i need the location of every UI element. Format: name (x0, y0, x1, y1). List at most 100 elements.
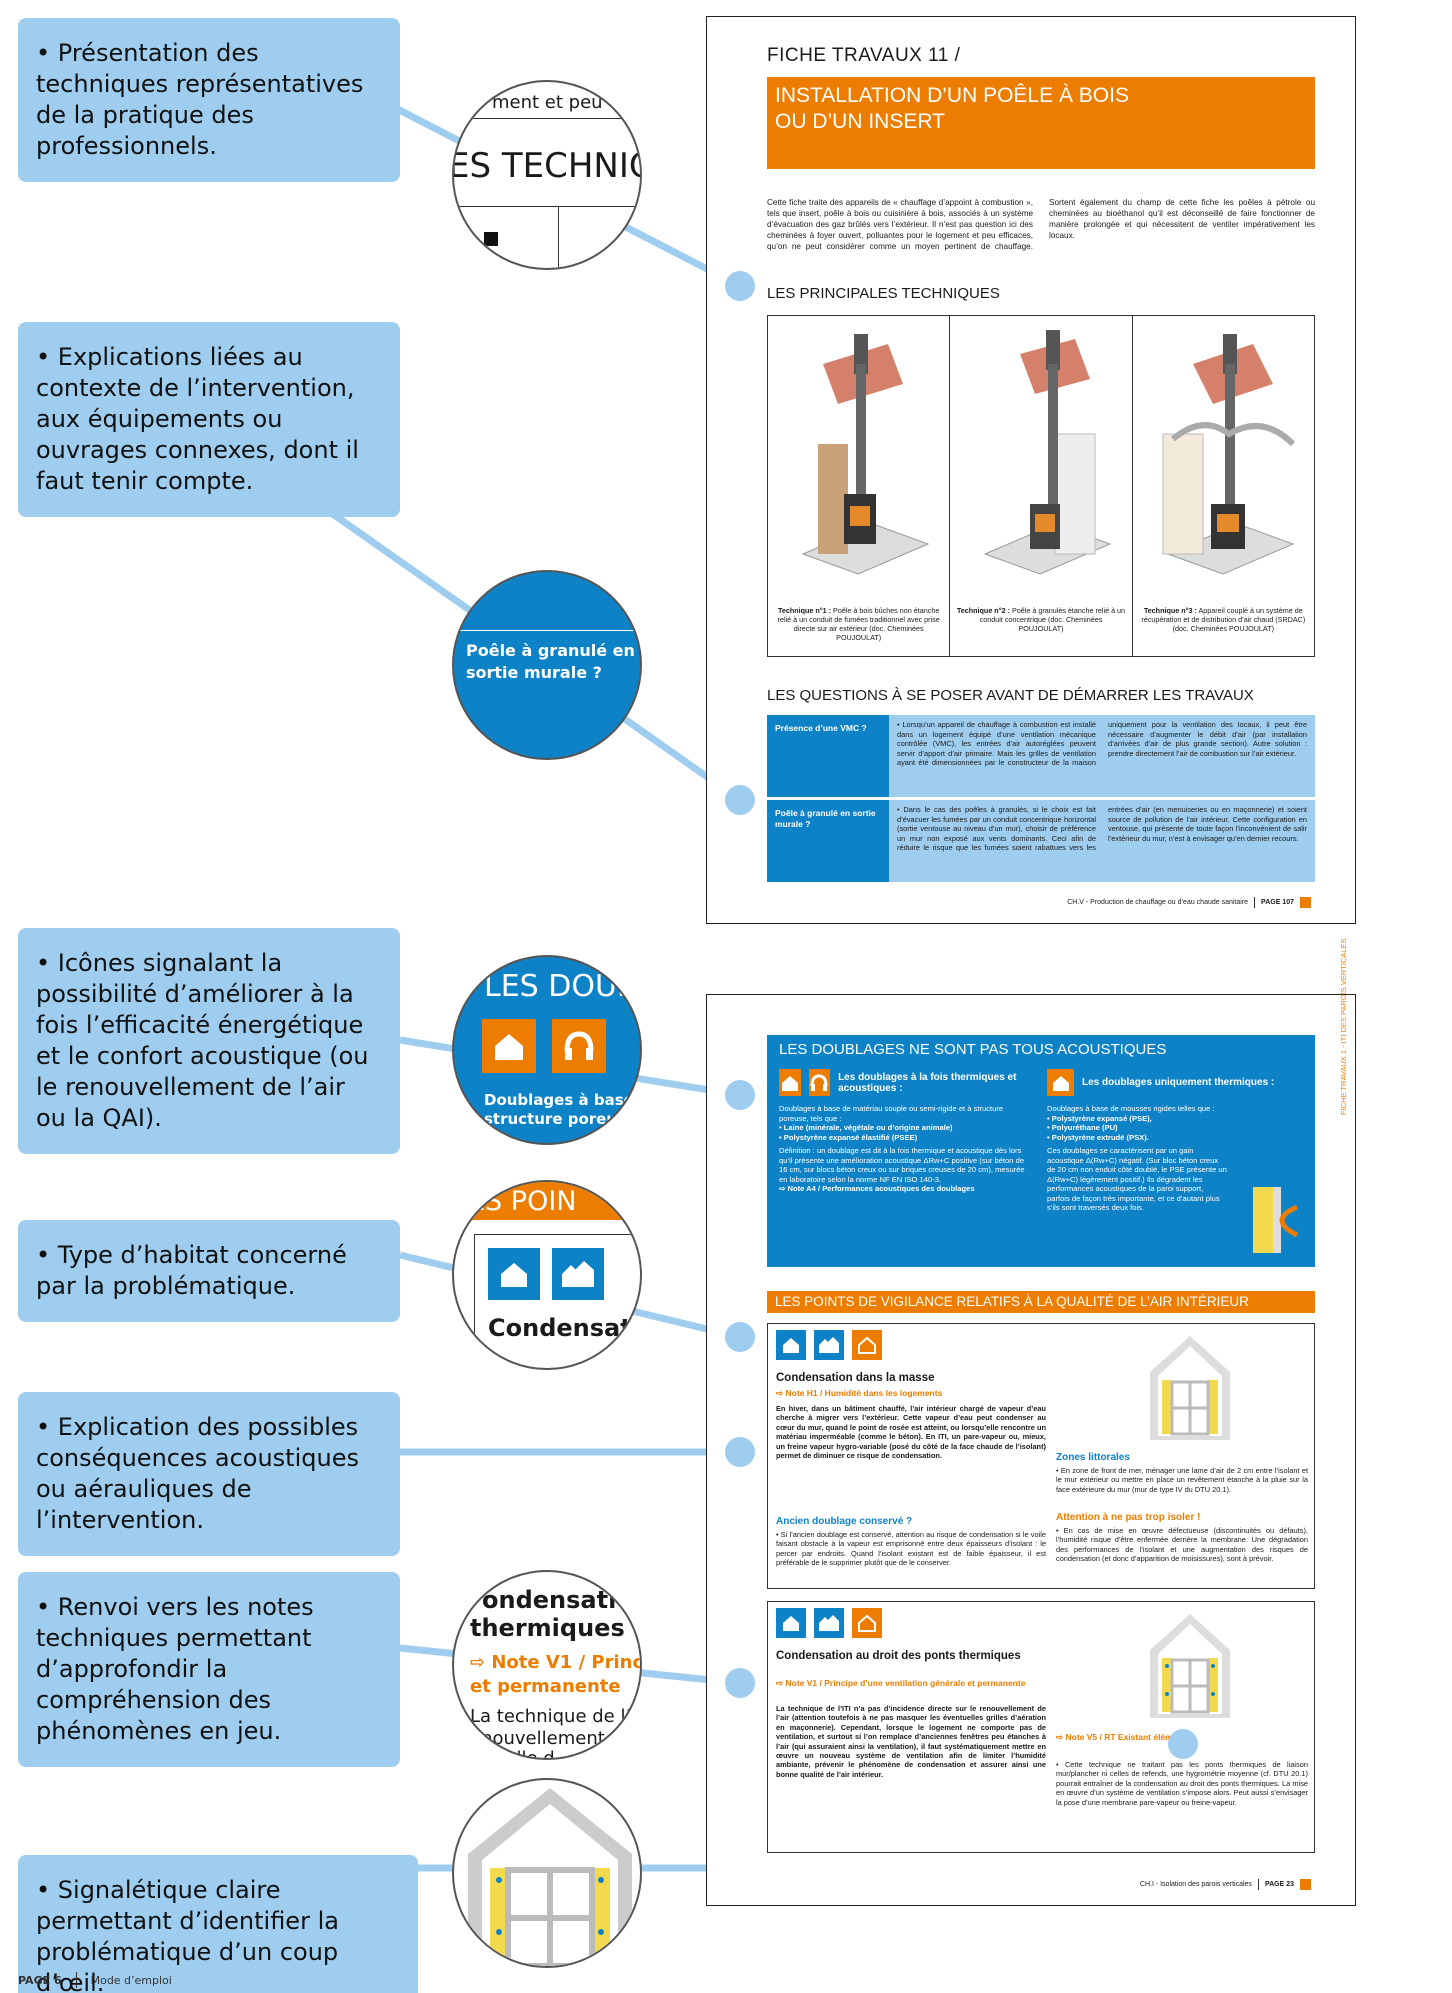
acoustic-headphones-icon (552, 1019, 606, 1073)
vigilance-band: LES POINTS DE VIGILANCE RELATIFS À LA QU… (767, 1291, 1315, 1313)
collective-housing-icon (552, 1248, 604, 1300)
box2-right-text: • Cette technique ne traitant pas les po… (1056, 1760, 1308, 1807)
technique-label-1: Technique n°1 : (777, 606, 832, 615)
callout-consequences: • Explication des possibles conséquences… (18, 1392, 400, 1556)
box2-note2[interactable]: ⇨ Note V5 / RT Existant élément (1056, 1732, 1186, 1742)
callout-techniques: • Présentation des techniques représenta… (18, 18, 400, 182)
zoom1-top-text: ment et peu e (492, 92, 620, 113)
humidity-icon (852, 1330, 882, 1360)
box-condensation-masse: Condensation dans la masse ⇨ Note H1 / H… (767, 1323, 1315, 1589)
collective-housing-icon (814, 1608, 844, 1638)
col1-definition: Définition : un doublage est dit à la fo… (779, 1146, 1025, 1184)
col1-list: • Laine (minérale, végétale ou d’origine… (779, 1123, 953, 1142)
col1-title: Les doublages à la fois thermiques et ac… (838, 1071, 1017, 1094)
zoom2-text: Poêle à granulé en sortie murale ? (466, 641, 635, 682)
zoom-note: ondensati thermiques ⇨ Note V1 / Princ e… (452, 1570, 642, 1760)
anchor-dot (725, 1437, 755, 1467)
zoom4-icons (488, 1248, 604, 1300)
anchor-dot (725, 1080, 755, 1110)
vertical-section-label: FICHE TRAVAUX 1 - ITI DES PAROIS VERTICA… (1339, 938, 1348, 1115)
box2-note-label: Note V1 / Principe d’une ventilation gén… (785, 1678, 1026, 1688)
anchor-dot (725, 1668, 755, 1698)
technique-2: Technique n°2 : Poêle à granulés étanche… (950, 316, 1133, 656)
question-row: Présence d’une VMC ? • Lorsqu’un apparei… (767, 715, 1315, 797)
individual-house-icon (776, 1608, 806, 1638)
footer-divider (75, 1972, 77, 1988)
technique-caption-1: Technique n°1 : Poêle à bois bûches non … (774, 606, 943, 642)
col2-definition: Ces doublages se caractérisent par un ga… (1047, 1146, 1227, 1212)
zoom3-title: LES DOUB (484, 969, 638, 1004)
divider (454, 206, 640, 207)
intro-text: Cette fiche traite des appareils de « ch… (767, 198, 1315, 251)
page-title-line1: INSTALLATION D’UN POÊLE À BOIS (775, 84, 1129, 107)
section-title-questions: LES QUESTIONS À SE POSER AVANT DE DÉMARR… (767, 687, 1254, 704)
zoom-techniques: ment et peu e ES TECHNIQ (452, 80, 642, 270)
technique-text-3: Appareil couplé à un système de récupéra… (1141, 606, 1306, 633)
question-head-vmc: Présence d’une VMC ? (767, 715, 889, 797)
zoom5-note: ⇨ Note V1 / Princ (470, 1652, 642, 1673)
technique-label-3: Technique n°3 : (1143, 606, 1197, 615)
title-band: INSTALLATION D’UN POÊLE À BOIS OU D’UN I… (767, 77, 1315, 169)
box2-title: Condensation au droit des ponts thermiqu… (776, 1650, 1021, 1662)
technique-1: Technique n°1 : Poêle à bois bûches non … (768, 316, 951, 656)
building-humidity-icon (1150, 1336, 1230, 1440)
zoom5-text: La technique de l’I (470, 1706, 637, 1727)
acoustic-headphones-icon (808, 1069, 831, 1096)
box2-note[interactable]: ⇨ Note V1 / Principe d’une ventilation g… (776, 1678, 1026, 1688)
doublages-band: LES DOUBLAGES NE SONT PAS TOUS ACOUSTIQU… (767, 1035, 1315, 1267)
bottom-label: Mode d’emploi (90, 1973, 172, 1987)
box1-sub3-text: • En cas de mise en œuvre défectueuse (d… (1056, 1526, 1308, 1564)
energy-house-icon (1047, 1069, 1074, 1096)
callout-context: • Explications liées au contexte de l’in… (18, 322, 400, 517)
col-header: Les doublages à la fois thermiques et ac… (779, 1069, 1034, 1096)
box2-text: La technique de l’ITI n’a pas d’incidenc… (776, 1704, 1046, 1779)
humidity-icon (852, 1608, 882, 1638)
footer-chapter: CH.I - Isolation des parois verticales (1139, 1881, 1252, 1888)
zoom4-title: ES POIN (468, 1186, 577, 1217)
page-footer: CH.V - Production de chauffage ou d’eau … (1067, 897, 1311, 908)
footer-marker (1300, 897, 1311, 908)
zoom5-line2: thermiques (470, 1614, 625, 1642)
technique-label-2: Technique n°2 : (956, 606, 1010, 615)
footer-page: PAGE 23 (1264, 1881, 1294, 1888)
table-corner (484, 232, 498, 246)
page-iti-parois: LES DOUBLAGES NE SONT PAS TOUS ACOUSTIQU… (706, 939, 1356, 1906)
zoom-habitat: ES POIN Condensati (452, 1180, 642, 1370)
col2-list: • Polystyrène expansé (PSE), • Polyuréth… (1047, 1113, 1152, 1142)
doublages-col-thermal: Les doublages uniquement thermiques : Do… (1047, 1069, 1302, 1213)
technique-text-2: Poêle à granulés étanche relié à un cond… (979, 606, 1126, 633)
question-body-granule: • Dans le cas des poêles à granulés, si … (889, 800, 1315, 882)
footer-divider (1254, 897, 1256, 908)
energy-house-icon (779, 1069, 801, 1096)
col1-note-label: Note A4 / Performances acoustiques des d… (787, 1184, 975, 1193)
zoom-signage (452, 1778, 642, 1968)
stove-illustration-1 (801, 334, 930, 575)
zoom4-text: Condensati (488, 1314, 640, 1342)
box1-sub3: Attention à ne pas trop isoler ! (1056, 1512, 1201, 1523)
zoom5-note2: et permanente (470, 1676, 621, 1697)
technique-caption-3: Technique n°3 : Appareil couplé à un sys… (1139, 606, 1308, 633)
col-header: Les doublages uniquement thermiques : (1047, 1069, 1302, 1096)
box1-sub1: Ancien doublage conservé ? (776, 1516, 913, 1527)
individual-house-icon (488, 1248, 540, 1300)
zoom5-text3: uelle d (494, 1748, 555, 1760)
techniques-table: Technique n°1 : Poêle à bois bûches non … (767, 315, 1315, 657)
col1-note[interactable]: ⇨ Note A4 / Performances acoustiques des… (779, 1184, 975, 1193)
technique-3: Technique n°3 : Appareil couplé à un sys… (1133, 316, 1314, 656)
box1-note[interactable]: ⇨ Note H1 / Humidité dans les logements (776, 1388, 943, 1398)
orange-band (454, 1182, 640, 1220)
divider (454, 630, 640, 631)
page-kicker: FICHE TRAVAUX 11 / (767, 45, 961, 66)
zoom-question-head: Poêle à granulé en sortie murale ? (452, 570, 642, 760)
callout-notes: • Renvoi vers les notes techniques perme… (18, 1572, 400, 1767)
collective-housing-icon (814, 1330, 844, 1360)
box-outline (474, 1234, 640, 1368)
divider (558, 206, 559, 268)
anchor-dot (725, 271, 755, 301)
zoom5-text2: enouvellement d (470, 1728, 622, 1749)
page-title-line2: OU D’UN INSERT (775, 110, 945, 133)
callout-signage: • Signalétique claire permettant d’ident… (18, 1855, 418, 1993)
technique-caption-2: Technique n°2 : Poêle à granulés étanche… (956, 606, 1125, 633)
doublages-col-acoustic: Les doublages à la fois thermiques et ac… (779, 1069, 1034, 1194)
question-head-granule: Poêle à granulé en sortie murale ? (767, 800, 889, 882)
